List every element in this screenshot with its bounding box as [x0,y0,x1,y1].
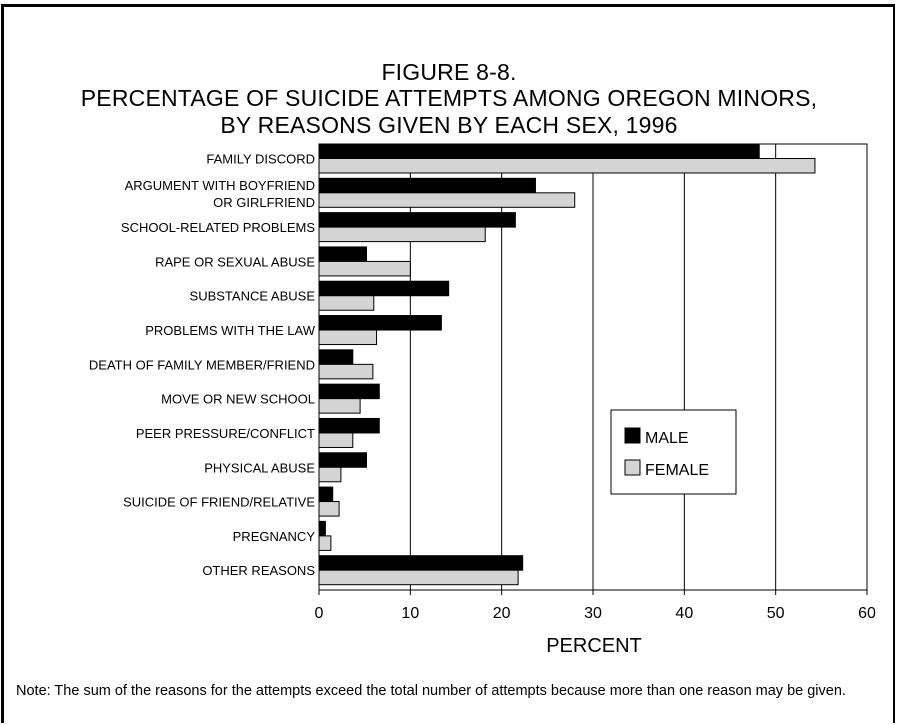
bar-male-10 [318,486,334,503]
bar-male-8 [318,417,380,434]
category-label: PREGNANCY [233,529,316,544]
bar-male-7 [318,383,380,400]
x-tick-label: 40 [675,605,693,622]
bar-female-2 [318,226,486,243]
category-label: MOVE OR NEW SCHOOL [161,392,315,407]
category-label: SCHOOL-RELATED PROBLEMS [121,220,315,235]
bar-male-0 [318,143,760,159]
bars [318,143,816,586]
x-tick-labels: 0 10 20 30 40 50 60 [315,590,876,622]
x-tick-label: 60 [858,605,876,622]
bar-male-4 [318,280,450,297]
legend-box [610,409,737,495]
x-axis-label: PERCENT [546,635,642,657]
bar-female-12 [318,569,519,586]
bar-male-12 [318,555,524,571]
bar-male-6 [318,349,354,365]
category-label: OTHER REASONS [202,563,315,578]
category-label: SUICIDE OF FRIEND/RELATIVE [123,495,315,510]
category-label: ARGUMENT WITH BOYFRIEND [125,178,315,193]
x-tick-label: 50 [767,605,785,622]
gridlines [409,144,777,590]
bar-female-4 [318,295,375,311]
footnote: Note: The sum of the reasons for the att… [16,683,846,699]
figure-frame [1,4,895,723]
bar-female-8 [318,432,354,448]
bar-female-7 [318,398,361,414]
category-label: PHYSICAL ABUSE [204,460,315,475]
chart-title-line-1: FIGURE 8-8. [381,59,517,85]
bar-female-5 [318,329,378,346]
category-label: SUBSTANCE ABUSE [190,289,316,304]
legend-swatch-female [624,459,641,476]
bar-female-9 [318,466,342,483]
bar-male-9 [318,452,367,468]
category-label: OR GIRLFRIEND [213,195,315,210]
bar-female-3 [318,260,411,277]
legend-label-male: MALE [645,430,689,447]
bar-female-11 [318,535,332,551]
bar-male-1 [318,177,536,194]
chart-title-line-2: PERCENTAGE OF SUICIDE ATTEMPTS AMONG ORE… [80,85,818,111]
bar-male-2 [318,212,516,228]
bar-male-3 [318,246,367,262]
bar-male-5 [318,315,442,331]
bar-female-10 [318,501,340,517]
category-label: PROBLEMS WITH THE LAW [145,323,315,338]
x-tick-label: 30 [584,605,602,622]
bar-female-0 [318,158,816,174]
legend-label-female: FEMALE [645,462,709,479]
x-tick-label: 10 [401,605,419,622]
legend: MALE FEMALE [610,409,737,495]
category-label: DEATH OF FAMILY MEMBER/FRIEND [89,357,315,372]
category-label: FAMILY DISCORD [206,152,315,167]
bar-female-6 [318,363,374,380]
category-label: RAPE OR SEXUAL ABUSE [155,254,315,269]
category-label: PEER PRESSURE/CONFLICT [136,426,315,441]
chart-title-line-3: BY REASONS GIVEN BY EACH SEX, 1996 [220,112,678,138]
bar-male-11 [318,520,326,537]
x-tick-label: 0 [315,605,324,622]
bar-female-1 [318,192,576,208]
category-labels: FAMILY DISCORD ARGUMENT WITH BOYFRIEND OR … [89,152,316,579]
legend-swatch-male [624,427,641,444]
x-tick-label: 20 [493,605,511,622]
